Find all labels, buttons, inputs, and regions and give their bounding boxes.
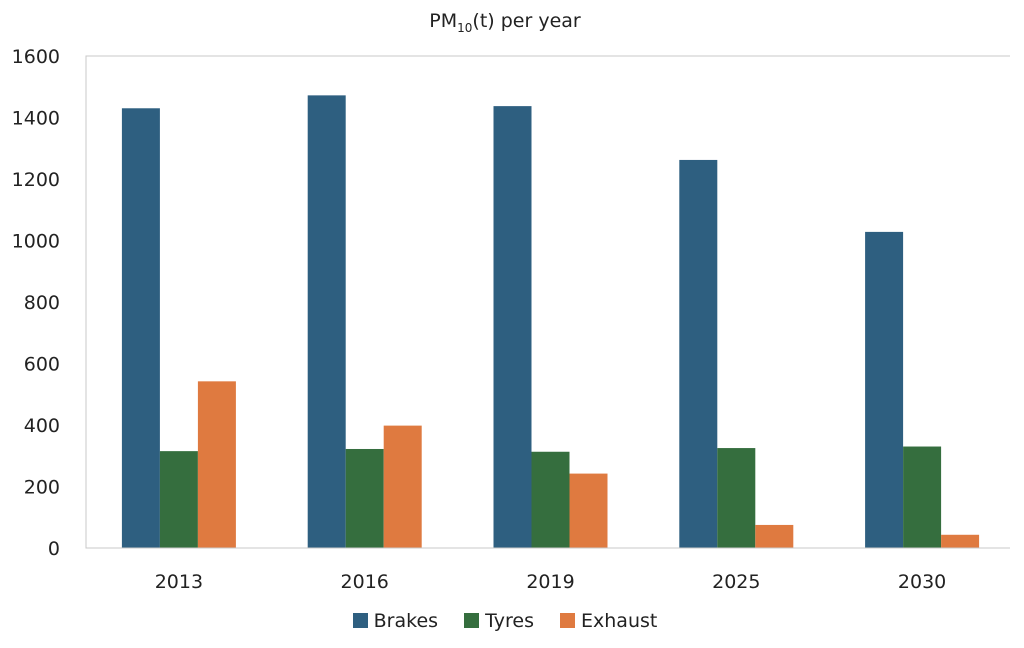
bar-brakes-2025 (679, 159, 718, 548)
legend-item-tyres: Tyres (464, 610, 534, 632)
x-tick-label: 2013 (155, 571, 203, 593)
y-tick-label: 200 (24, 477, 60, 499)
bar-exhaust-2025 (755, 524, 794, 548)
legend-label-brakes: Brakes (373, 610, 439, 632)
y-tick-label: 0 (48, 538, 60, 560)
legend-label-tyres: Tyres (485, 610, 534, 632)
bar-tyres-2025 (717, 448, 756, 548)
title-rest: (t) per year (472, 10, 581, 32)
bar-tyres-2013 (159, 451, 198, 548)
x-tick-label: 2025 (712, 571, 760, 593)
legend-swatch-tyres (464, 613, 480, 628)
bars-group (121, 95, 980, 549)
bar-exhaust-2016 (383, 425, 422, 548)
legend-swatch-brakes (352, 613, 368, 628)
bar-tyres-2016 (345, 448, 384, 548)
y-tick-label: 400 (24, 415, 60, 437)
bar-exhaust-2019 (569, 473, 608, 548)
bar-brakes-2013 (121, 108, 160, 549)
legend-swatch-exhaust (560, 613, 576, 628)
y-tick-label: 1600 (12, 46, 60, 68)
x-tick-label: 2030 (898, 571, 946, 593)
legend-label-exhaust: Exhaust (581, 610, 658, 632)
y-tick-label: 600 (24, 354, 60, 376)
legend-item-brakes: Brakes (352, 610, 439, 632)
legend: Brakes Tyres Exhaust (0, 610, 1010, 632)
bar-brakes-2019 (493, 106, 532, 548)
legend-item-exhaust: Exhaust (560, 610, 657, 632)
x-tick-label: 2019 (526, 571, 574, 593)
bar-brakes-2016 (307, 95, 346, 549)
y-tick-label: 1400 (12, 108, 60, 130)
chart-title: PM10(t) per year (0, 10, 1010, 35)
bar-exhaust-2013 (197, 381, 236, 548)
title-subscript: 10 (457, 20, 473, 35)
x-axis-ticks: 2013 2016 2019 2025 2030 (155, 571, 947, 593)
title-main: PM (429, 10, 458, 32)
y-axis-ticks: 0 200 400 600 800 1000 1200 1400 1600 (12, 46, 60, 560)
bar-brakes-2030 (865, 231, 904, 548)
bar-tyres-2019 (531, 451, 570, 548)
x-tick-label: 2016 (341, 571, 389, 593)
y-tick-label: 1200 (12, 169, 60, 191)
bar-exhaust-2030 (941, 534, 980, 548)
y-tick-label: 800 (24, 292, 60, 314)
y-tick-label: 1000 (12, 231, 60, 253)
bar-tyres-2030 (903, 446, 942, 548)
